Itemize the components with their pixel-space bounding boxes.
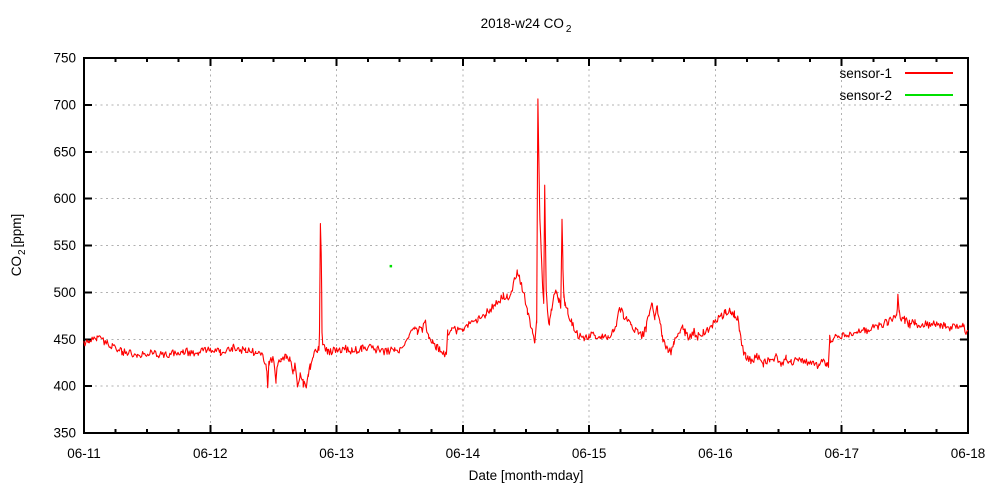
legend: sensor-1 sensor-2 xyxy=(830,65,953,103)
x-tick-label: 06-13 xyxy=(319,446,354,461)
x-tick-label: 06-14 xyxy=(446,446,481,461)
axis-ticks xyxy=(83,57,969,434)
chart-title: 2018-w24 CO 2 xyxy=(84,16,968,35)
legend-entry-sensor-1: sensor-1 xyxy=(830,65,953,81)
x-axis-label: Date [month-mday] xyxy=(468,468,584,483)
chart-title-subscript: 2 xyxy=(565,23,572,35)
legend-label: sensor-1 xyxy=(839,65,892,81)
legend-label: sensor-2 xyxy=(839,87,892,103)
y-axis-label: CO2[ppm] xyxy=(9,213,28,277)
y-tick-label: 450 xyxy=(53,332,76,347)
x-tick-label: 06-12 xyxy=(193,446,228,461)
legend-line-sample xyxy=(905,72,953,74)
chart-title-text: 2018-w24 CO xyxy=(480,16,564,31)
x-tick-label: 06-15 xyxy=(572,446,607,461)
y-tick-label: 650 xyxy=(53,144,76,159)
legend-entry-sensor-2: sensor-2 xyxy=(830,87,953,103)
y-tick-label: 500 xyxy=(53,285,76,300)
x-tick-labels: 06-11 06-12 06-13 06-14 06-15 06-16 06-17 06-18 xyxy=(67,446,985,461)
y-tick-label: 550 xyxy=(53,238,76,253)
y-tick-label: 600 xyxy=(53,191,76,206)
x-tick-label: 06-16 xyxy=(698,446,733,461)
y-tick-label: 700 xyxy=(53,97,76,112)
sensor-1-series-line xyxy=(83,98,969,389)
legend-line-sample xyxy=(905,94,953,96)
y-tick-label: 400 xyxy=(53,379,76,394)
y-tick-label: 750 xyxy=(53,51,76,66)
x-tick-label: 06-18 xyxy=(951,446,986,461)
x-tick-label: 06-11 xyxy=(67,446,101,461)
y-tick-label: 350 xyxy=(53,426,76,441)
grid-lines xyxy=(84,58,968,433)
sensor-2-data-point xyxy=(389,264,393,268)
y-tick-labels: 350 400 450 500 550 600 650 700 750 xyxy=(53,51,76,441)
x-tick-label: 06-17 xyxy=(824,446,859,461)
